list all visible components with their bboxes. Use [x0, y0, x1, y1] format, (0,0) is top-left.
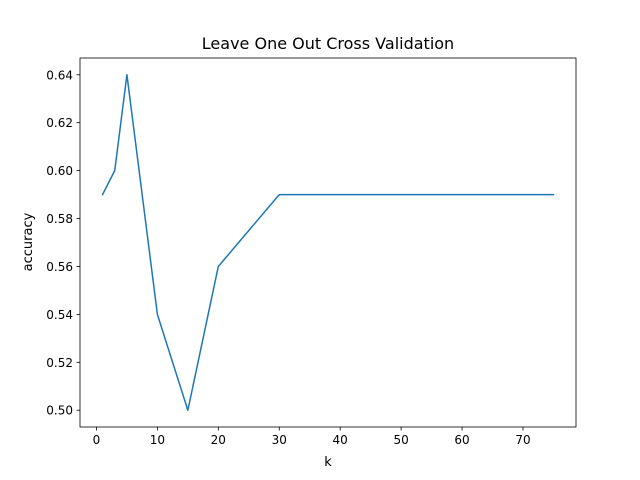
x-tick-label: 60	[454, 433, 469, 447]
x-tick-label: 20	[211, 433, 226, 447]
y-tick-label: 0.50	[46, 404, 73, 418]
x-tick-label: 0	[93, 433, 101, 447]
y-tick-label: 0.56	[46, 260, 73, 274]
y-tick-label: 0.54	[46, 308, 73, 322]
x-axis-label: k	[324, 455, 332, 470]
x-tick-label: 10	[150, 433, 165, 447]
plot-area: 0 10 20 30 40 50 60 70 0.50 0.52 0.54 0.56 0.58 0.60 0…	[46, 57, 577, 447]
y-tick-label: 0.52	[46, 356, 73, 370]
y-tick-label: 0.62	[46, 116, 73, 130]
y-tick-label: 0.58	[46, 212, 73, 226]
y-tick-label: 0.64	[46, 68, 73, 82]
chart-title: Leave One Out Cross Validation	[202, 34, 454, 53]
x-tick-label: 30	[272, 433, 287, 447]
y-tick-label: 0.60	[46, 164, 73, 178]
axes-frame	[79, 57, 577, 428]
series-line-0	[101, 74, 555, 411]
y-axis-label: accuracy	[21, 212, 36, 271]
x-tick-label: 70	[515, 433, 530, 447]
x-tick-label: 50	[393, 433, 408, 447]
x-tick-label: 40	[333, 433, 348, 447]
